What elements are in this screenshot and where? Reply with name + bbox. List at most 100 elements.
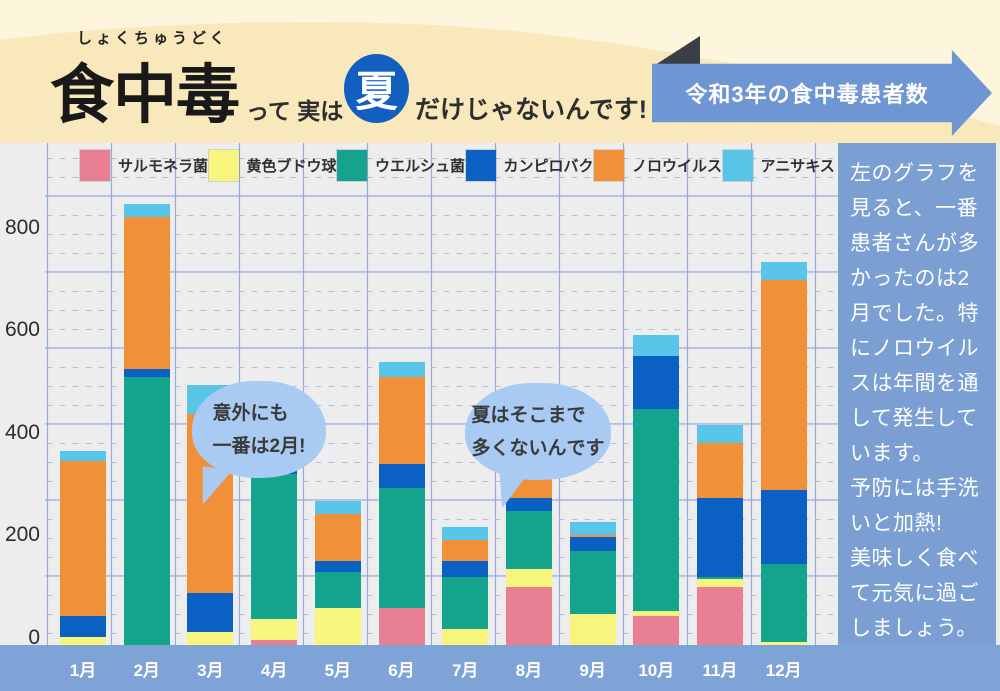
- phrase-after: だけじゃないんです!: [415, 96, 648, 124]
- x-axis-label: 11月: [702, 661, 738, 680]
- summer-circle-label: 夏: [355, 68, 398, 115]
- bar-segment-カンピロバクター: [60, 616, 106, 638]
- bar-segment-黄色ブドウ球菌: [697, 579, 743, 588]
- bar-segment-ウエルシュ菌: [251, 474, 298, 619]
- bar-11月: [697, 424, 743, 645]
- bar-segment-ウエルシュ菌: [760, 563, 807, 643]
- title-furigana: しょくちゅうどく: [77, 30, 229, 47]
- legend-label: サルモネラ菌: [118, 158, 209, 175]
- legend-item: ノロウイルス: [594, 150, 722, 181]
- bar-segment-ノロウイルス: [378, 377, 425, 464]
- bar-segment-アニサキス: [123, 204, 170, 218]
- bar-segment-アニサキス: [378, 361, 425, 378]
- sidebar-panel: 左のグラフを見ると、一番患者さんが多かったのは2月でした。特にノロウイルスは年間…: [838, 143, 996, 645]
- bar-segment-サルモネラ菌: [633, 616, 680, 645]
- x-axis-label: 5月: [324, 661, 352, 680]
- legend-item: アニサキス: [722, 150, 835, 181]
- bar-segment-黄色ブドウ球菌: [314, 608, 361, 645]
- legend-item: ウエルシュ菌: [337, 150, 465, 181]
- legend-label: ノロウイルス: [632, 158, 723, 175]
- phrase-before: って 実は: [246, 98, 344, 124]
- bar-7月: [442, 526, 489, 645]
- sidebar-text: 左のグラフを見ると、一番患者さんが多かったのは2月でした。特にノロウイルスは年間…: [850, 162, 979, 465]
- bar-segment-アニサキス: [314, 500, 361, 514]
- bar-segment-アニサキス: [697, 424, 743, 443]
- bar-segment-ノロウイルス: [760, 280, 807, 491]
- x-axis-label: 3月: [197, 661, 224, 680]
- bar-segment-カンピロバクター: [569, 537, 616, 551]
- speech-bubble-summer-text: 夏はそこまで 多くないんです: [471, 404, 605, 459]
- bar-segment-ノロウイルス: [697, 442, 743, 498]
- bar-9月: [569, 521, 616, 645]
- bar-segment-黄色ブドウ球菌: [251, 618, 298, 640]
- bar-segment-ノロウイルス: [569, 534, 616, 538]
- bar-segment-ウエルシュ菌: [442, 576, 489, 630]
- bar-segment-アニサキス: [60, 450, 106, 462]
- bar-segment-ウエルシュ菌: [505, 511, 552, 569]
- legend-swatch: [465, 150, 496, 181]
- legend-swatch: [337, 150, 367, 181]
- right-gap: [996, 143, 1000, 645]
- bar-segment-アニサキス: [633, 335, 680, 357]
- bar-segment-アニサキス: [442, 526, 489, 540]
- plot-area: 0 200 400 600 800: [0, 143, 838, 645]
- x-axis-label: 1月: [69, 661, 97, 680]
- x-axis-label: 7月: [451, 661, 479, 680]
- x-axis-label: 6月: [388, 661, 415, 680]
- summer-circle: 夏: [344, 54, 409, 123]
- legend-label: ウエルシュ菌: [375, 158, 466, 175]
- y-axis-tick-label: 200: [4, 523, 40, 547]
- speech-bubble-summer: 夏はそこまで 多くないんです: [465, 383, 611, 480]
- bar-10月: [633, 335, 680, 645]
- sidebar-text: 美味しく食べて元気に過ごしましょう。: [850, 547, 979, 640]
- legend-label: カンピロバクター: [503, 158, 623, 175]
- legend-label: アニサキス: [760, 158, 835, 175]
- bar-segment-サルモネラ菌: [697, 587, 743, 645]
- bar-segment-カンピロバクター: [314, 561, 361, 572]
- bar-segment-カンピロバクター: [442, 561, 489, 577]
- bar-segment-カンピロバクター: [505, 498, 552, 512]
- bar-segment-カンピロバクター: [187, 592, 234, 632]
- speech-bubble-feb: 意外にも 一番は2月!: [192, 381, 326, 478]
- bar-segment-ノロウイルス: [442, 540, 489, 561]
- y-axis-tick-label: 0: [28, 626, 40, 645]
- bar-segment-ノロウイルス: [60, 461, 106, 617]
- legend: サルモネラ菌 黄色ブドウ球菌 ウエルシュ菌 カンピロバクター ノロウイルス アニサキス: [0, 150, 838, 186]
- bar-segment-アニサキス: [569, 521, 616, 535]
- x-axis-label: 2月: [133, 661, 160, 680]
- x-axis-label: 10月: [638, 661, 675, 680]
- bar-segment-カンピロバクター: [760, 490, 807, 564]
- bar-6月: [378, 361, 425, 645]
- y-axis-tick-label: 400: [4, 420, 40, 444]
- bar-2月: [123, 204, 170, 645]
- bar-segment-ウエルシュ菌: [314, 571, 361, 609]
- legend-item: サルモネラ菌: [80, 150, 208, 181]
- chart-panel: 0 200 400 600 800 サルモネラ菌 黄色ブドウ球菌 ウエルシュ菌 カンピロバクタ…: [0, 143, 838, 645]
- bar-segment-ノロウイルス: [314, 513, 361, 561]
- bar-5月: [314, 500, 361, 645]
- bar-segment-サルモネラ菌: [378, 608, 425, 645]
- bar-segment-黄色ブドウ球菌: [569, 613, 616, 645]
- bar-segment-ウエルシュ菌: [569, 550, 616, 614]
- legend-label: 黄色ブドウ球菌: [246, 158, 352, 175]
- bar-segment-ノロウイルス: [123, 217, 170, 370]
- bar-segment-サルモネラ菌: [251, 639, 298, 645]
- year-banner: 令和3年の食中毒患者数: [652, 50, 992, 136]
- sidebar-text: 予防には手洗いと加熱!: [850, 477, 979, 535]
- bar-segment-アニサキス: [760, 261, 807, 281]
- bar-segment-黄色ブドウ球菌: [760, 642, 807, 645]
- bar-segment-黄色ブドウ球菌: [187, 631, 234, 645]
- bar-segment-ウエルシュ菌: [697, 576, 743, 580]
- bar-segment-黄色ブドウ球菌: [60, 637, 106, 645]
- bar-segment-黄色ブドウ球菌: [633, 610, 680, 617]
- x-axis-label: 12月: [765, 661, 802, 680]
- x-axis-label: 4月: [260, 661, 288, 680]
- bar-segment-カンピロバクター: [123, 369, 170, 378]
- bar-segment-ウエルシュ菌: [378, 487, 425, 609]
- legend-item: カンピロバクター: [465, 150, 623, 181]
- legend-swatch: [594, 150, 624, 181]
- x-axis-label: 8月: [515, 661, 543, 680]
- bar-segment-ウエルシュ菌: [633, 408, 680, 611]
- legend-item: 黄色ブドウ球菌: [208, 150, 352, 181]
